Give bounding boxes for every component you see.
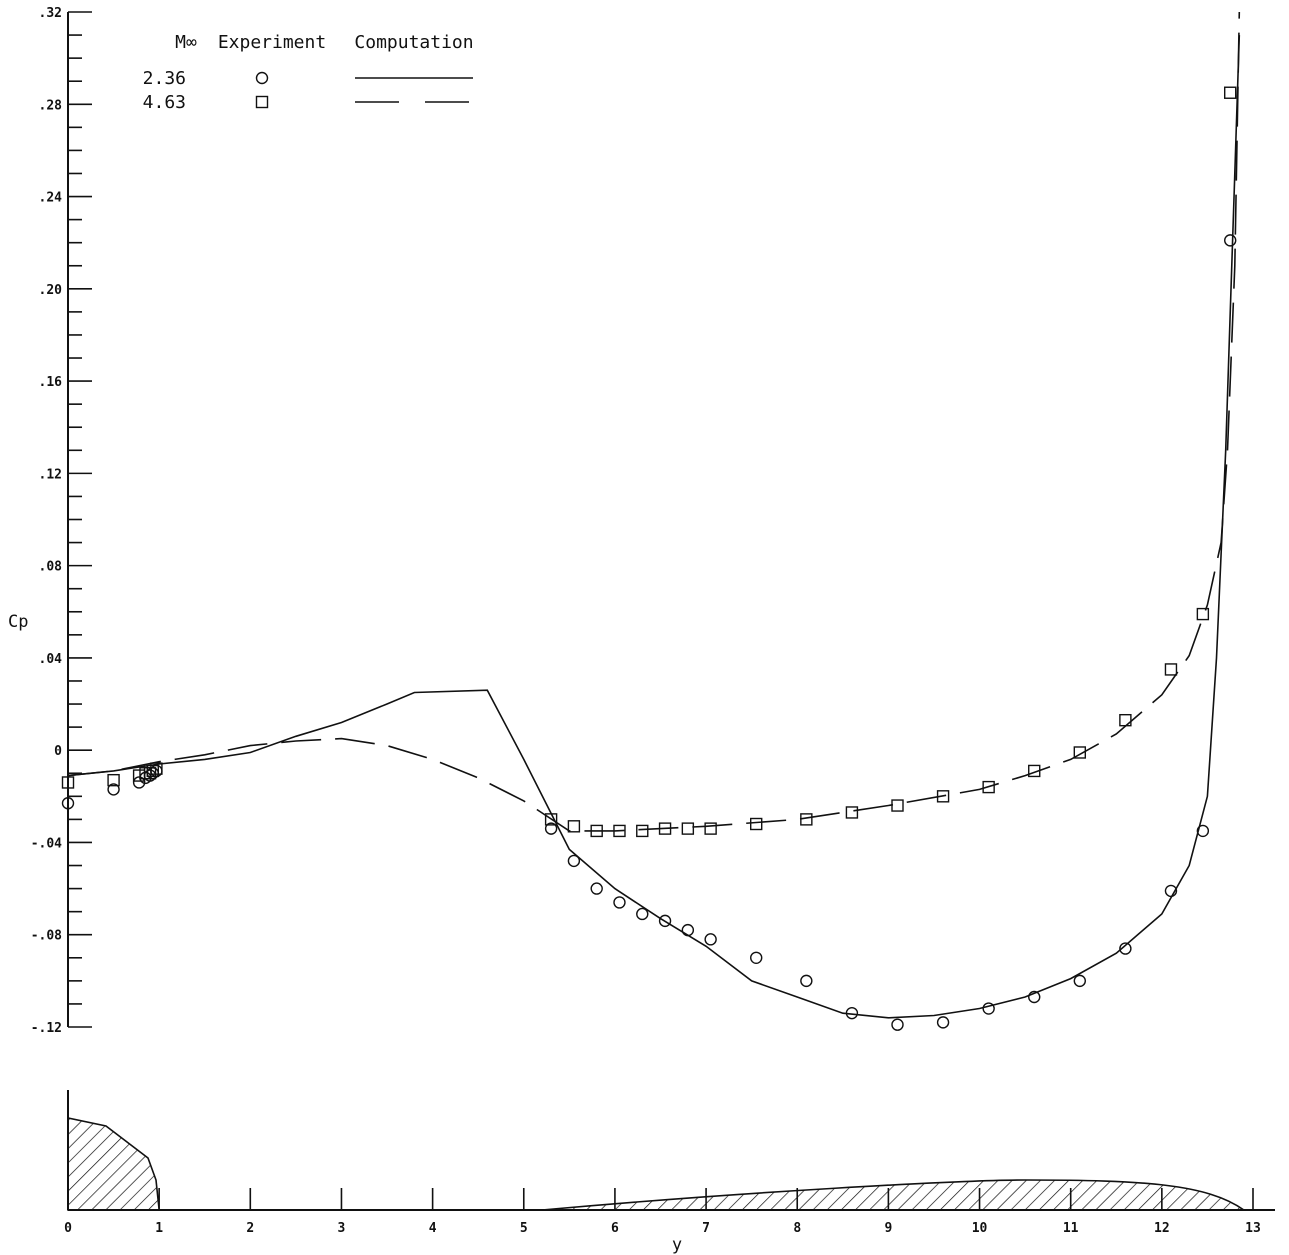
square-data-point (1164, 663, 1178, 676)
experiment-markers (61, 86, 1237, 1031)
y-tick-label: -.12 (31, 1021, 62, 1036)
axes: -.12-.08-.040.04.08.12.16.20.24.28.320 1 2… (31, 6, 1275, 1236)
x-axis-title: y (672, 1235, 682, 1255)
square-data-point (845, 806, 859, 819)
circle-data-point (1119, 942, 1132, 955)
square-data-point (150, 762, 163, 775)
circle-data-point (636, 907, 649, 921)
y-axis-title: Cp (8, 612, 28, 632)
circle-data-point (1196, 824, 1210, 838)
x-tick-label: 9 (884, 1221, 892, 1236)
x-tick-label: 0 (64, 1221, 72, 1236)
axis-titles: Cp y (8, 612, 682, 1255)
circle-data-point (800, 974, 813, 988)
legend-header: Computation (354, 32, 473, 53)
computation-curve-4-63 (67, 11, 1241, 832)
x-tick-label: 12 (1154, 1221, 1170, 1236)
x-tick-label: 1 (155, 1221, 163, 1236)
y-tick-label: .04 (39, 652, 63, 667)
square-data-point (936, 790, 950, 803)
square-data-point (143, 767, 157, 780)
x-tick-label: 8 (793, 1221, 801, 1236)
square-data-point (681, 822, 695, 835)
circle-data-point (132, 776, 146, 789)
x-tick-label: 6 (611, 1221, 619, 1236)
square-data-point (613, 824, 626, 838)
x-tick-label: 13 (1245, 1221, 1261, 1236)
square-data-point (658, 822, 672, 835)
circle-data-point (613, 896, 626, 909)
computation-curves (67, 11, 1241, 1019)
circle-data-point (590, 882, 603, 895)
wing-section-shape (541, 1179, 1247, 1211)
circle-data-point (704, 933, 717, 946)
circle-data-point (544, 822, 558, 835)
circle-data-point (1073, 974, 1087, 988)
x-tick-label: 5 (520, 1221, 528, 1236)
y-tick-label: .12 (39, 467, 62, 482)
square-data-point (1028, 764, 1041, 778)
circle-data-point (107, 783, 120, 796)
y-tick-label: .28 (39, 98, 63, 113)
square-data-point (1224, 86, 1237, 99)
circle-data-point (681, 923, 695, 937)
square-data-point (590, 824, 603, 838)
circle-data-point (61, 797, 75, 810)
y-tick-label: .24 (39, 191, 63, 206)
square-data-point (704, 822, 717, 835)
square-data-point (1119, 713, 1132, 727)
y-tick-label: .32 (39, 6, 62, 21)
legend-circle-marker (255, 71, 269, 85)
square-data-point (1073, 746, 1087, 759)
computation-curve-2-36 (67, 35, 1241, 1019)
body-section-shape (67, 1117, 161, 1211)
square-data-point (146, 764, 159, 778)
square-data-point (891, 799, 904, 812)
square-data-point (567, 820, 581, 833)
y-tick-label: .08 (39, 560, 63, 575)
circle-data-point (936, 1016, 950, 1029)
circle-data-point (1224, 234, 1237, 247)
circle-data-point (845, 1006, 859, 1020)
square-data-point (107, 773, 120, 787)
y-tick-label: 0 (54, 744, 62, 759)
x-tick-label: 4 (429, 1221, 437, 1236)
square-data-point (800, 813, 813, 826)
legend-square-marker (255, 95, 269, 109)
legend-mach-label: 2.36 (143, 68, 186, 89)
legend-mach-label: 4.63 (143, 92, 186, 113)
x-tick-label: 2 (246, 1221, 254, 1236)
circle-data-point (567, 854, 581, 868)
circle-data-point (982, 1002, 995, 1015)
y-tick-label: -.08 (31, 929, 62, 944)
circle-data-point (891, 1018, 904, 1031)
legend-header: Experiment (218, 32, 326, 53)
square-data-point (982, 780, 995, 794)
y-tick-label: -.04 (31, 836, 62, 851)
square-data-point (636, 824, 649, 838)
y-tick-label: .16 (39, 375, 63, 390)
circle-data-point (1164, 884, 1178, 898)
square-data-point (1196, 607, 1210, 621)
square-data-point (750, 817, 763, 831)
legend-header: M∞ (175, 32, 197, 53)
y-tick-label: .20 (39, 283, 63, 298)
x-tick-label: 10 (972, 1221, 988, 1236)
circle-data-point (1028, 990, 1041, 1004)
legend: M∞ Experiment Computation 2.36 4.63 (143, 32, 474, 113)
square-data-point (544, 813, 558, 826)
cross-section-profile (67, 1117, 1247, 1211)
circle-data-point (750, 951, 763, 964)
square-data-point (61, 776, 75, 789)
x-tick-label: 11 (1063, 1221, 1079, 1236)
circle-data-point (658, 914, 672, 928)
x-tick-label: 7 (702, 1221, 710, 1236)
x-tick-label: 3 (338, 1221, 346, 1236)
